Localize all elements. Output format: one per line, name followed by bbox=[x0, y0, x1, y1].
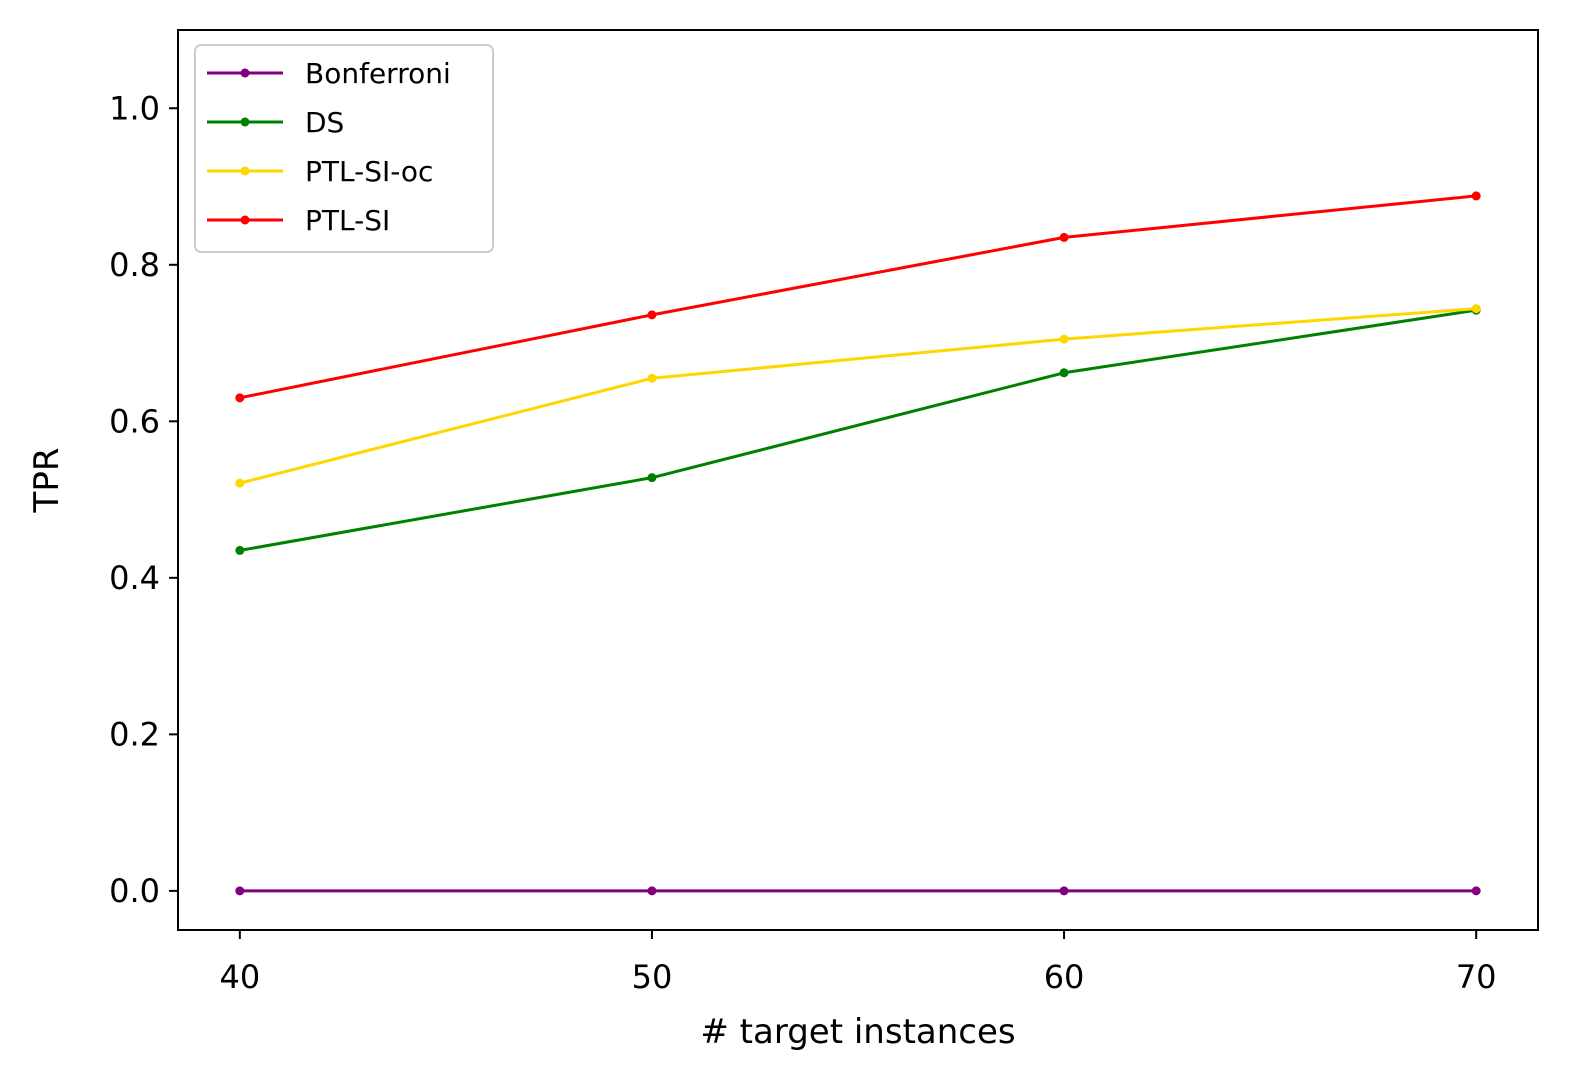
legend-label-ptl-si: PTL-SI bbox=[305, 204, 390, 237]
data-point-ptl-si-oc bbox=[1471, 304, 1481, 314]
data-point-ds bbox=[647, 473, 657, 483]
series-line-ptl-si-oc bbox=[239, 307, 1477, 485]
x-tick-label: 60 bbox=[1044, 958, 1085, 996]
series-layer bbox=[235, 191, 1481, 896]
data-point-ptl-si-oc bbox=[235, 478, 245, 488]
legend-marker-ptl-si-oc bbox=[240, 166, 250, 176]
data-point-ptl-si-oc bbox=[1059, 334, 1069, 344]
data-point-ptl-si bbox=[235, 393, 245, 403]
legend-box bbox=[194, 44, 494, 253]
data-point-ptl-si bbox=[647, 310, 657, 320]
series-line-ptl-si bbox=[239, 194, 1477, 400]
data-point-ptl-si bbox=[1059, 232, 1069, 242]
data-point-ptl-si bbox=[1471, 191, 1481, 201]
legend-marker-bonferroni bbox=[240, 68, 250, 78]
legend-label-ptl-si-oc: PTL-SI-oc bbox=[305, 155, 433, 188]
data-point-bonferroni bbox=[235, 886, 245, 896]
x-tick-label: 40 bbox=[219, 958, 260, 996]
y-tick-label: 0.6 bbox=[109, 402, 160, 440]
y-axis: 0.0 0.2 0.4 0.6 0.8 1.0 bbox=[109, 89, 178, 910]
y-tick-label: 1.0 bbox=[109, 89, 160, 127]
x-tick-label: 50 bbox=[632, 958, 673, 996]
data-point-bonferroni bbox=[1059, 886, 1069, 896]
x-axis: 40 50 60 70 bbox=[219, 930, 1497, 996]
y-tick-label: 0.8 bbox=[109, 246, 160, 284]
plot-frame bbox=[177, 29, 1539, 931]
legend: Bonferroni DS PTL-SI-oc PTL-SI bbox=[194, 44, 494, 253]
x-axis-label: # target instances bbox=[700, 1012, 1015, 1052]
data-point-ds bbox=[1059, 368, 1069, 378]
legend-label-ds: DS bbox=[305, 106, 344, 139]
y-tick-label: 0.4 bbox=[109, 559, 160, 597]
data-point-ptl-si-oc bbox=[647, 373, 657, 383]
legend-label-bonferroni: Bonferroni bbox=[305, 57, 451, 90]
x-tick-label: 70 bbox=[1456, 958, 1497, 996]
data-point-bonferroni bbox=[1471, 886, 1481, 896]
legend-marker-ds bbox=[240, 117, 250, 127]
y-tick-label: 0.0 bbox=[109, 872, 160, 910]
y-tick-label: 0.2 bbox=[109, 715, 160, 753]
data-point-ds bbox=[235, 545, 245, 555]
series-line-ds bbox=[239, 308, 1477, 552]
y-axis-label: TPR bbox=[27, 448, 67, 514]
data-point-bonferroni bbox=[647, 886, 657, 896]
legend-marker-ptl-si bbox=[240, 215, 250, 225]
